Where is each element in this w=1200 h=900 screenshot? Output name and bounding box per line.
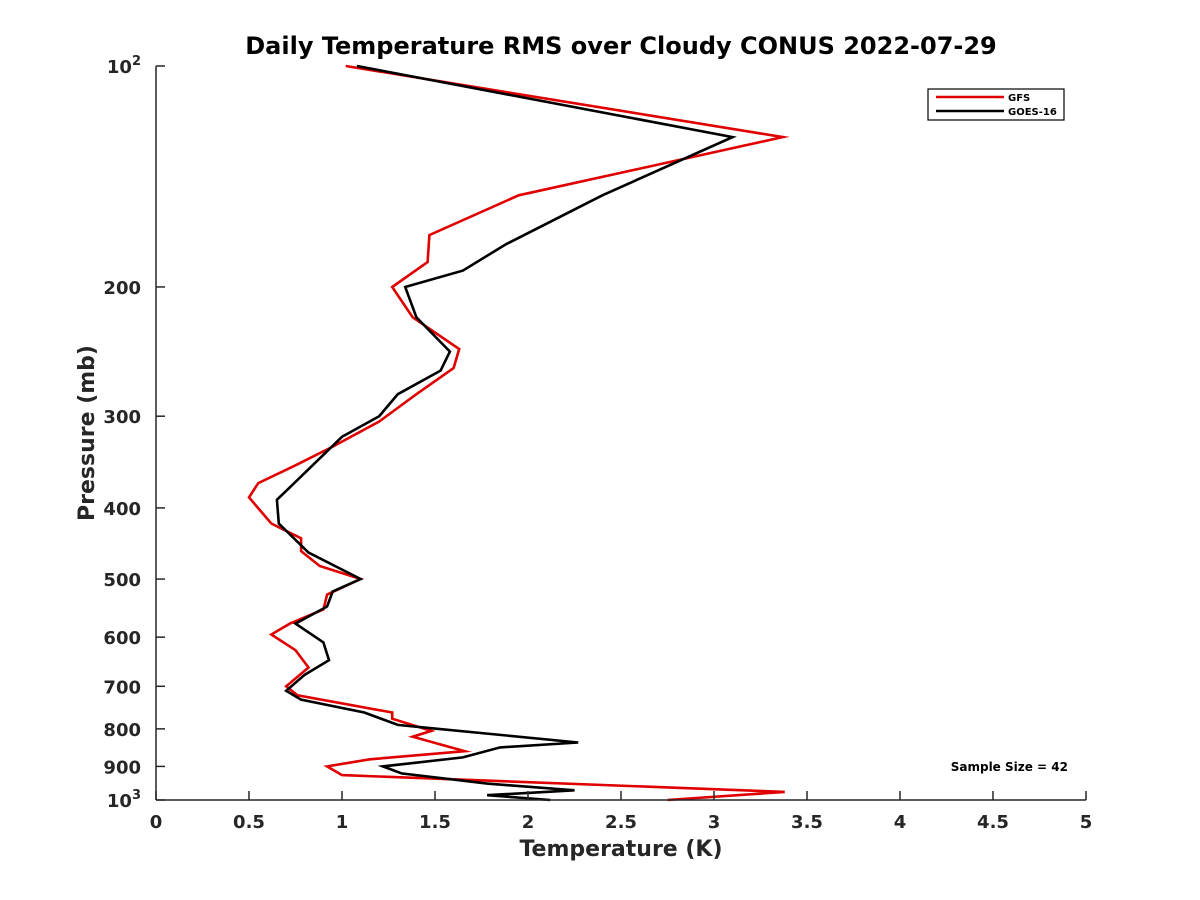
x-tick-label: 4	[894, 812, 907, 833]
plot-area: 0 0.5 1 1.5 2 2.5 3 3.5 4 4.5 5 102 200 300 400 500 600…	[103, 54, 1092, 833]
series-layer	[247, 64, 790, 802]
legend-label-gfs: GFS	[1008, 93, 1030, 104]
y-tick-label: 102	[107, 54, 141, 78]
y-tick-label: 103	[107, 788, 141, 812]
y-tick-label: 200	[103, 278, 141, 299]
x-tick-label: 2	[522, 812, 535, 833]
x-tick-label: 1	[336, 812, 349, 833]
y-tick-label: 800	[103, 720, 141, 741]
y-axis-label: Pressure (mb)	[75, 345, 100, 521]
y-tick-label: 400	[103, 499, 141, 520]
x-axis-label: Temperature (K)	[519, 837, 722, 862]
series-line-goes-16	[275, 64, 737, 802]
x-tick-label: 3	[708, 812, 721, 833]
x-tick-label: 4.5	[977, 812, 1009, 833]
y-tick-label: 300	[103, 407, 141, 428]
x-tick-label: 0	[150, 812, 163, 833]
x-tick-label: 5	[1080, 812, 1093, 833]
y-ticks: 102 200 300 400 500 600 700 800 900 103	[103, 54, 165, 812]
plot-background	[156, 66, 1086, 800]
x-tick-label: 0.5	[233, 812, 265, 833]
y-tick-label: 700	[103, 677, 141, 698]
y-tick-label: 600	[103, 628, 141, 649]
legend-label-goes-16: GOES-16	[1008, 107, 1057, 118]
legend: GFS GOES-16	[927, 88, 1065, 121]
x-tick-label: 1.5	[419, 812, 451, 833]
legend-box	[927, 88, 1065, 121]
x-tick-label: 2.5	[605, 812, 637, 833]
x-ticks: 0 0.5 1 1.5 2 2.5 3 3.5 4 4.5 5	[150, 791, 1093, 833]
y-tick-label: 500	[103, 570, 141, 591]
y-tick-label: 900	[103, 757, 141, 778]
x-tick-label: 3.5	[791, 812, 823, 833]
chart-title: Daily Temperature RMS over Cloudy CONUS …	[245, 32, 997, 60]
sample-size-annotation: Sample Size = 42	[951, 760, 1068, 774]
